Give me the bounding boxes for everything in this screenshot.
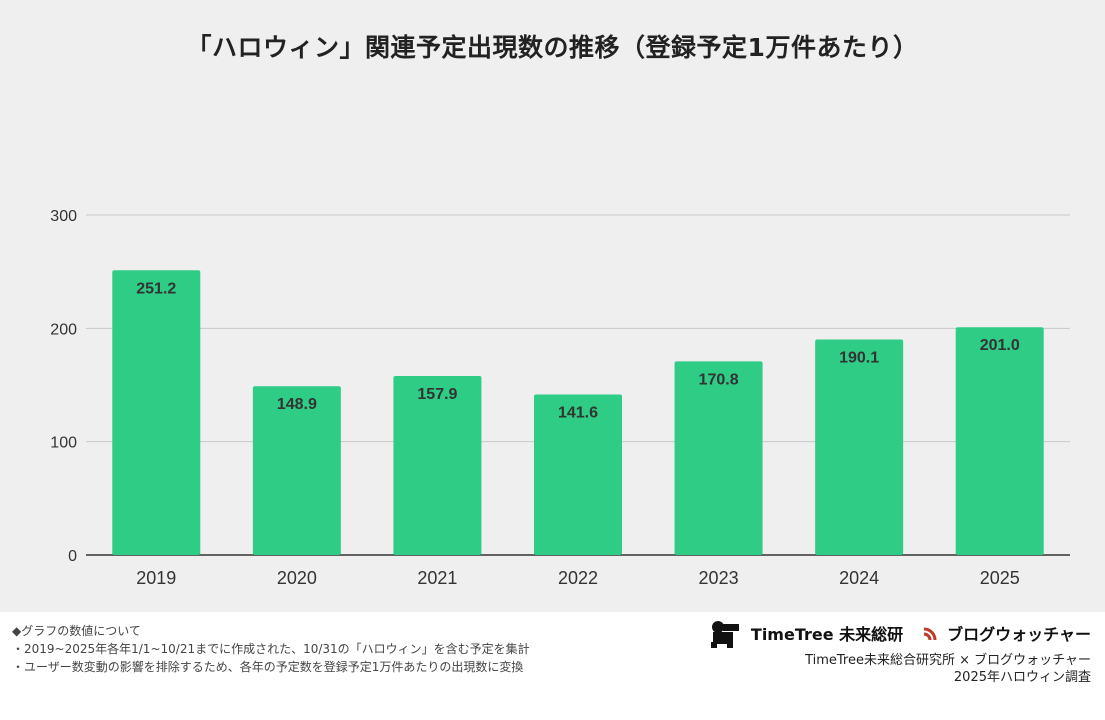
y-tick-label: 200	[50, 321, 77, 338]
bar-2019	[112, 270, 201, 555]
bar-2021	[393, 376, 482, 555]
binoculars-person-icon	[710, 621, 739, 648]
bar-value-label: 251.2	[136, 280, 176, 297]
x-tick-label: 2025	[980, 568, 1020, 588]
x-tick-label: 2023	[699, 568, 739, 588]
survey-credit: TimeTree未来総合研究所 × ブログウォッチャー 2025年ハロウィン調査	[805, 652, 1091, 686]
timetree-logo: TimeTree 未来総研	[709, 618, 903, 648]
y-axis-tick-labels: 0 100 200 300	[50, 208, 77, 565]
bar-2022	[534, 394, 622, 555]
x-tick-label: 2020	[277, 568, 317, 588]
bar-2020	[252, 386, 341, 555]
x-tick-label: 2022	[558, 568, 598, 588]
bars	[112, 270, 1044, 555]
note-normalization: ・ユーザー数変動の影響を排除するため、各年の予定数を登録予定1万件あたりの出現数…	[12, 660, 524, 674]
data-notes: ◆グラフの数値について ・2019~2025年各年1/1~10/21までに作成さ…	[12, 622, 530, 676]
x-axis-tick-labels: 2019 2020 2021 2022 2023 2024 2025	[136, 568, 1019, 588]
y-tick-label: 100	[50, 435, 77, 452]
blogwatcher-logo-text: ブログウォッチャー	[947, 625, 1091, 644]
x-tick-label: 2021	[417, 568, 457, 588]
bar-chart: 0 100 200 300 251.2 148.9 157.9 141.6 170.8 190.…	[50, 208, 1070, 588]
timetree-logo-text: TimeTree 未来総研	[750, 625, 904, 644]
bar-value-label: 190.1	[839, 350, 879, 367]
x-tick-label: 2024	[839, 568, 879, 588]
logo-row: TimeTree 未来総研 ブログウォッチャー	[691, 616, 1091, 650]
chart-title: 「ハロウィン」関連予定出現数の推移（登録予定1万件あたり）	[186, 33, 919, 62]
x-tick-label: 2019	[136, 568, 176, 588]
note-period: ・2019~2025年各年1/1~10/21までに作成された、10/31の「ハロ…	[12, 642, 530, 656]
y-tick-label: 300	[50, 208, 77, 225]
bar-value-label: 148.9	[277, 396, 317, 413]
bar-value-labels: 251.2 148.9 157.9 141.6 170.8 190.1 201.0	[136, 280, 1020, 421]
bar-value-label: 141.6	[558, 405, 598, 422]
credit-organizations: TimeTree未来総合研究所 × ブログウォッチャー	[805, 653, 1091, 668]
bar-2024	[815, 339, 904, 555]
bar-value-label: 201.0	[980, 337, 1020, 354]
notes-heading: ◆グラフの数値について	[12, 624, 141, 638]
blogwatcher-logo: ブログウォッチャー	[921, 621, 1091, 645]
bar-value-label: 170.8	[699, 371, 739, 388]
bar-2025	[955, 327, 1044, 555]
y-tick-label: 0	[68, 548, 77, 565]
credit-survey-name: 2025年ハロウィン調査	[953, 670, 1091, 685]
signal-waves-icon	[923, 627, 937, 641]
bar-2023	[674, 361, 763, 555]
bar-value-label: 157.9	[417, 386, 457, 403]
